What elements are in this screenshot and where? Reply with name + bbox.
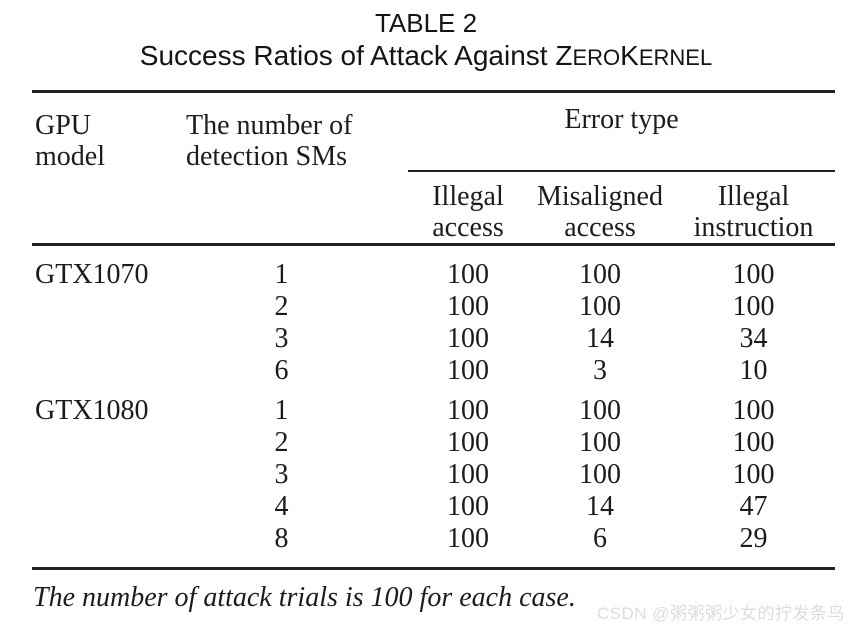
cell-illegal-instruction: 100 xyxy=(732,291,775,322)
cell-misaligned-access: 14 xyxy=(586,491,614,522)
rule-under-error-type xyxy=(408,170,835,172)
table-row: 2 100 100 100 xyxy=(32,427,835,459)
table-caption: TABLE 2 Success Ratios of Attack Against… xyxy=(30,8,822,74)
cell-illegal-instruction: 100 xyxy=(732,395,775,426)
cell-illegal-access: 100 xyxy=(447,459,489,490)
table-row: 3 100 14 34 xyxy=(32,323,835,355)
cell-detection-sms: 2 xyxy=(274,291,289,322)
cell-illegal-instruction: 10 xyxy=(739,355,768,386)
cell-detection-sms: 8 xyxy=(274,523,289,554)
table-footnote: The number of attack trials is 100 for e… xyxy=(33,582,576,613)
cell-misaligned-access: 100 xyxy=(579,395,621,426)
cell-misaligned-access: 100 xyxy=(579,427,621,458)
brand-letter-k: K xyxy=(620,40,639,71)
cell-illegal-instruction: 100 xyxy=(732,459,775,490)
column-header-misaligned-access: Misaligned access xyxy=(537,181,663,243)
cell-detection-sms: 3 xyxy=(274,459,289,490)
table-row: 6 100 3 10 xyxy=(32,355,835,387)
cell-misaligned-access: 100 xyxy=(579,459,621,490)
cell-illegal-access: 100 xyxy=(447,491,489,522)
cell-illegal-access: 100 xyxy=(447,355,489,386)
csdn-watermark: CSDN @粥粥粥少女的拧发条鸟 xyxy=(596,604,845,623)
rule-top xyxy=(32,90,835,93)
cell-misaligned-access: 3 xyxy=(593,355,607,386)
cell-gpu-model: GTX1080 xyxy=(35,395,149,426)
cell-illegal-access: 100 xyxy=(447,291,489,322)
table-row: 2 100 100 100 xyxy=(32,291,835,323)
table-caption-title: Success Ratios of Attack Against ZEROKER… xyxy=(30,40,822,74)
cell-illegal-access: 100 xyxy=(447,323,489,354)
cell-misaligned-access: 14 xyxy=(586,323,614,354)
column-header-detection-sms: The number of detection SMs xyxy=(186,110,353,172)
column-header-gpu-model: GPU model xyxy=(35,110,105,172)
cell-illegal-instruction: 47 xyxy=(739,491,768,522)
rule-under-header xyxy=(32,243,835,246)
cell-illegal-instruction: 100 xyxy=(732,427,775,458)
cell-detection-sms: 1 xyxy=(274,259,289,290)
cell-illegal-access: 100 xyxy=(447,259,489,290)
caption-title-text: Success Ratios of Attack Against xyxy=(139,40,556,71)
cell-detection-sms: 4 xyxy=(274,491,289,522)
cell-misaligned-access: 6 xyxy=(593,523,607,554)
cell-illegal-access: 100 xyxy=(447,395,489,426)
cell-detection-sms: 3 xyxy=(274,323,289,354)
cell-illegal-access: 100 xyxy=(447,523,489,554)
cell-gpu-model: GTX1070 xyxy=(35,259,149,290)
cell-misaligned-access: 100 xyxy=(579,291,621,322)
cell-illegal-instruction: 100 xyxy=(732,259,775,290)
cell-detection-sms: 2 xyxy=(274,427,289,458)
cell-detection-sms: 1 xyxy=(274,395,289,426)
column-header-illegal-instruction: Illegal instruction xyxy=(693,181,814,243)
table-row: 8 100 6 29 xyxy=(32,523,835,555)
column-header-illegal-access: Illegal access xyxy=(432,181,504,243)
brand-smallcaps-ernel: ERNEL xyxy=(638,45,713,70)
cell-illegal-access: 100 xyxy=(447,427,489,458)
brand-letter-z: Z xyxy=(555,40,573,71)
rule-bottom xyxy=(32,567,835,570)
cell-misaligned-access: 100 xyxy=(579,259,621,290)
table-row: GTX1070 1 100 100 100 xyxy=(32,259,835,291)
table-row: 3 100 100 100 xyxy=(32,459,835,491)
cell-illegal-instruction: 34 xyxy=(739,323,768,354)
brand-smallcaps-ero: ERO xyxy=(572,45,621,70)
table-caption-number: TABLE 2 xyxy=(374,8,478,38)
table-row: 4 100 14 47 xyxy=(32,491,835,523)
table-row: GTX1080 1 100 100 100 xyxy=(32,395,835,427)
table-body: GTX1070 1 100 100 100 2 100 100 100 3 10… xyxy=(32,246,835,555)
column-group-header-error-type: Error type xyxy=(564,104,679,135)
cell-illegal-instruction: 29 xyxy=(739,523,768,554)
cell-detection-sms: 6 xyxy=(274,355,289,386)
